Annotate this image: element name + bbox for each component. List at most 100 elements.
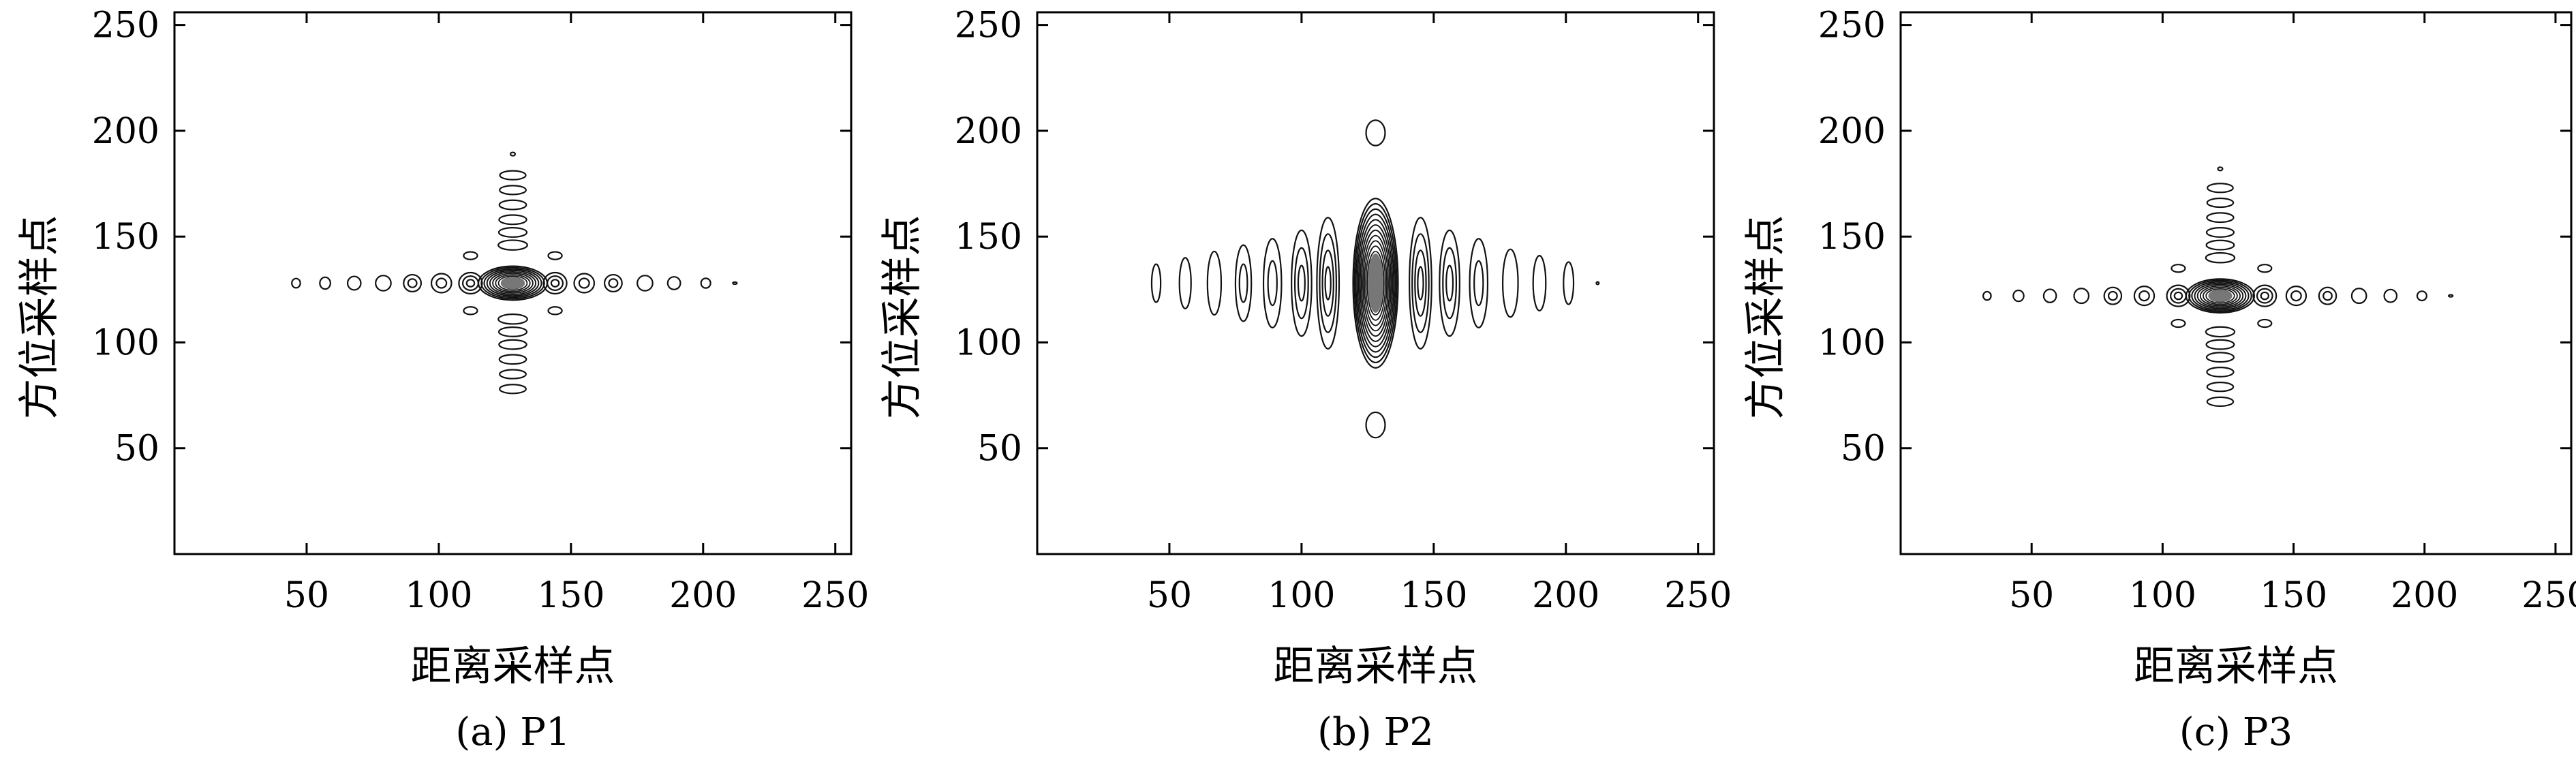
x-tick-label: 150 — [2260, 575, 2327, 616]
azimuth-sidelobe-contour — [499, 369, 527, 380]
corner-lobe-contour — [2257, 318, 2273, 328]
mainlobe-contour — [2203, 286, 2238, 305]
range-sidelobe-contour — [2322, 290, 2333, 301]
corner-lobe-contour — [2257, 264, 2273, 273]
x-axis-label: 距离采样点 — [2134, 643, 2338, 690]
range-sidelobe-contour — [2133, 286, 2156, 307]
mainlobe-contour — [2188, 279, 2252, 312]
mainlobe-contour — [1355, 208, 1396, 358]
axes-frame — [1036, 11, 1715, 555]
contour-area — [1150, 119, 1600, 439]
range-sidelobe-contour — [2448, 294, 2454, 298]
mainlobe-contour — [2194, 282, 2247, 309]
range-sidelobe-contour — [1178, 257, 1192, 309]
mainlobe-contour — [492, 273, 534, 294]
range-sidelobe-contour — [2103, 286, 2123, 305]
azimuth-sidelobe-contour — [499, 185, 527, 196]
mainlobe-contour — [483, 268, 542, 298]
range-sidelobe-contour — [1321, 249, 1334, 317]
range-sidelobe-contour — [1238, 263, 1248, 303]
range-sidelobe-contour — [2042, 288, 2057, 303]
azimuth-sidelobe-contour — [2206, 366, 2235, 378]
range-sidelobe-contour — [2138, 290, 2150, 302]
x-tick-label: 150 — [537, 575, 604, 616]
range-sidelobe-contour — [547, 275, 564, 291]
y-tick-label: 100 — [92, 322, 159, 363]
range-sidelobe-contour — [578, 277, 590, 289]
mainlobe-contour — [1364, 240, 1387, 326]
range-sidelobe-contour — [291, 277, 301, 289]
y-axis-label: 方位采样点 — [878, 215, 926, 420]
panel-caption: (c) P3 — [2179, 710, 2293, 754]
range-sidelobe-contour — [700, 277, 711, 289]
range-sidelobe-contour — [403, 273, 423, 293]
corner-lobe-contour — [463, 251, 478, 260]
range-sidelobe-contour — [2170, 288, 2187, 304]
range-sidelobe-contour — [435, 277, 448, 289]
azimuth-sidelobe-contour — [2205, 239, 2235, 251]
range-sidelobe-contour — [1411, 233, 1430, 333]
x-tick-label: 250 — [801, 575, 869, 616]
azimuth-sidelobe-contour — [509, 151, 517, 157]
azimuth-sidelobe-contour — [2205, 251, 2236, 264]
range-sidelobe-contour — [1150, 263, 1162, 303]
x-tick-label: 100 — [405, 575, 472, 616]
mainlobe-core — [2208, 290, 2233, 302]
x-tick-label: 50 — [1147, 575, 1192, 616]
range-sidelobe-contour — [1501, 248, 1519, 318]
panel-caption: (a) P1 — [455, 710, 570, 754]
x-tick-label: 50 — [2009, 575, 2054, 616]
mainlobe-contour — [1358, 219, 1394, 348]
azimuth-sidelobe-contour — [498, 199, 527, 211]
range-sidelobe-contour — [2416, 290, 2427, 302]
mainlobe-contour — [2205, 288, 2235, 304]
y-tick-label: 150 — [1818, 217, 1886, 258]
range-sidelobe-contour — [732, 281, 738, 286]
x-tick-label: 200 — [669, 575, 737, 616]
range-sidelobe-contour — [430, 273, 453, 294]
azimuth-sidelobe-contour — [2205, 326, 2236, 338]
azimuth-sidelobe-contour — [497, 239, 528, 251]
range-sidelobe-contour — [1262, 238, 1283, 328]
x-tick-label: 50 — [284, 575, 329, 616]
x-axis-label: 距离采样点 — [411, 643, 615, 690]
range-sidelobe-contour — [2012, 289, 2025, 303]
x-tick-label: 200 — [1532, 575, 1599, 616]
range-sidelobe-contour — [375, 275, 392, 292]
x-tick-label: 100 — [2129, 575, 2196, 616]
x-tick-label: 250 — [2521, 575, 2576, 616]
y-tick-label: 250 — [1818, 5, 1886, 46]
range-sidelobe-contour — [573, 273, 596, 294]
y-tick-label: 150 — [92, 217, 159, 258]
range-sidelobe-contour — [1206, 250, 1223, 316]
azimuth-sidelobe-contour — [2206, 212, 2235, 224]
mainlobe-contour — [489, 271, 537, 296]
y-tick-label: 200 — [955, 111, 1022, 152]
range-sidelobe-contour — [1417, 266, 1424, 301]
mainlobe-contour — [1362, 234, 1389, 332]
x-tick-label: 200 — [2391, 575, 2458, 616]
y-tick-label: 100 — [955, 322, 1022, 363]
mainlobe-contour — [1352, 198, 1399, 369]
range-sidelobe-contour — [2107, 290, 2118, 301]
range-sidelobe-contour — [2350, 288, 2367, 305]
mainlobe-contour — [1366, 251, 1385, 316]
range-sidelobe-contour — [465, 279, 476, 288]
range-sidelobe-contour — [346, 275, 362, 291]
range-sidelobe-contour — [608, 278, 619, 288]
mainlobe-contour — [1353, 202, 1398, 364]
range-sidelobe-contour — [666, 276, 681, 290]
range-sidelobe-contour — [1293, 247, 1309, 320]
mainlobe-contour — [486, 269, 540, 297]
azimuth-sidelobe-contour — [2206, 382, 2235, 393]
azimuth-sidelobe-contour — [2207, 183, 2234, 194]
corner-lobe-contour — [547, 251, 563, 260]
range-sidelobe-contour — [1324, 266, 1332, 301]
range-sidelobe-contour — [1563, 261, 1575, 305]
range-sidelobe-contour — [2383, 288, 2398, 303]
corner-lobe-contour — [547, 306, 563, 316]
mainlobe-contour — [2199, 285, 2241, 307]
azimuth-sidelobe-contour — [2217, 166, 2224, 172]
range-sidelobe-contour — [550, 279, 560, 288]
range-sidelobe-contour — [1291, 229, 1313, 337]
